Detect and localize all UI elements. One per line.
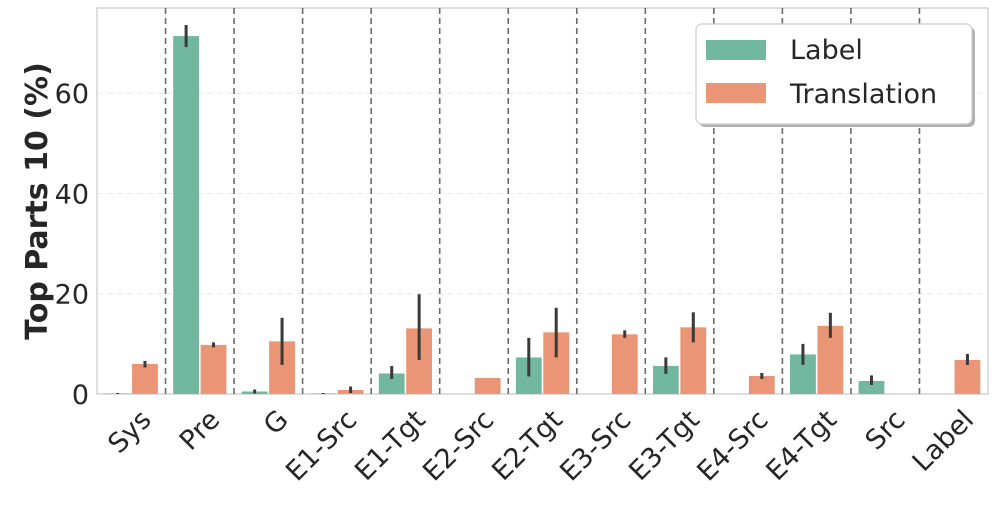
x-tick-label-e4-src: E4-Src <box>691 404 774 487</box>
error-bars <box>116 25 969 394</box>
x-tick-label-g: G <box>258 404 295 441</box>
y-axis-title: Top Parts 10 (%) <box>20 62 55 340</box>
bar-translation-e4-src <box>748 375 775 394</box>
x-tick-label-e1-src: E1-Src <box>280 404 363 487</box>
bars <box>104 36 981 395</box>
bar-translation-sys <box>132 363 158 394</box>
y-axis-ticks: 0 20 40 60 <box>55 79 89 411</box>
x-tick-label-e1-tgt: E1-Tgt <box>349 404 432 487</box>
x-tick-label-e4-tgt: E4-Tgt <box>760 404 843 487</box>
x-tick-label-sys: Sys <box>102 404 157 459</box>
legend-label-label: Label <box>790 35 863 66</box>
bar-translation-e2-src <box>474 377 501 394</box>
legend-swatch-translation <box>706 83 766 103</box>
legend: Label Translation <box>695 23 975 127</box>
x-tick-label-e3-src: E3-Src <box>554 404 637 487</box>
bar-label-src <box>858 380 885 394</box>
x-axis-ticks: Sys Pre GE1-SrcE1-TgtE2-SrcE2-TgtE3-SrcE3-… <box>102 404 980 487</box>
y-tick-label: 20 <box>55 280 89 311</box>
y-tick-label: 40 <box>55 179 89 210</box>
legend-label-translation: Translation <box>789 79 937 110</box>
y-tick-label: 60 <box>55 79 89 110</box>
bar-translation-e3-src <box>611 334 638 394</box>
bar-label-pre <box>173 36 200 395</box>
x-tick-label-e2-src: E2-Src <box>417 404 500 487</box>
x-tick-label-e2-tgt: E2-Tgt <box>486 404 569 487</box>
bar-label-e1-tgt <box>378 373 405 394</box>
y-tick-label: 0 <box>72 380 89 411</box>
bar-translation-label <box>954 359 981 394</box>
x-tick-label-pre: Pre <box>174 404 226 456</box>
legend-swatch-label <box>706 40 766 60</box>
x-tick-label-label: Label <box>907 404 980 477</box>
x-tick-label-e3-tgt: E3-Tgt <box>623 404 706 487</box>
bar-translation-pre <box>200 344 227 394</box>
x-tick-label-src: Src <box>860 404 912 456</box>
